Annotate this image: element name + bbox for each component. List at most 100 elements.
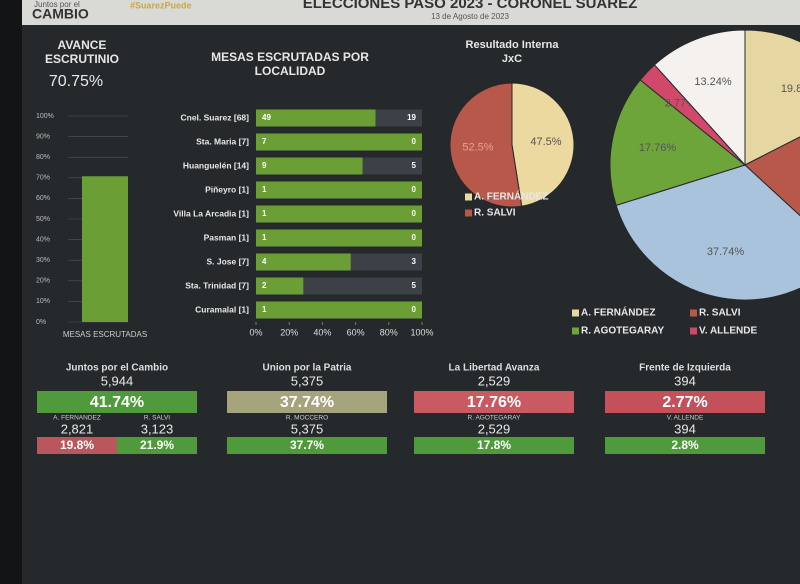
party-votes: 394 [674,373,696,388]
candidate-name: R. MOCCERO [286,415,328,422]
bar-segment [256,157,363,175]
candidate-name: R. SALVI [144,415,170,422]
party-box [605,391,765,413]
bar-segment [256,229,422,247]
x-tick-label: 80% [380,327,398,337]
y-tick-label: 90% [36,133,50,140]
segment-label: 19 [407,113,416,122]
segment-label: 0 [412,209,417,218]
legend-label: R. SALVI [699,308,741,319]
y-tick-label: Sta. Trinidad [7] [185,280,249,290]
party-name: La Libertad Avanza [449,363,540,374]
segment-label: 1 [262,209,267,218]
party-percent: 41.74% [90,394,144,411]
pie-slice [744,29,800,166]
y-tick-label: 0% [36,319,46,326]
slice-label: 47.5% [530,136,561,148]
segment-label: 2 [262,281,267,290]
legend-swatch [572,327,579,335]
y-tick-label: Villa La Arcadia [1] [173,208,249,218]
pie-slice [449,82,523,208]
bar [82,176,128,322]
candidate-votes: 2,529 [478,421,511,436]
candidate-box [605,437,765,454]
bar-segment [375,109,422,127]
legend-label: R. AGOTEGARAY [581,326,664,337]
segment-label: 0 [412,137,417,146]
party-box [227,391,387,413]
party-percent: 37.74% [280,394,334,411]
slice-label: 17.76% [639,142,677,154]
party-votes: 2,529 [478,373,511,388]
y-tick-label: 60% [36,195,50,202]
x-tick-label: 20% [280,327,298,337]
y-tick-label: 50% [36,216,50,223]
x-tick-label: MESAS ESCRUTADAS [63,330,147,339]
segment-label: 3 [412,257,417,266]
segment-label: 7 [262,137,267,146]
party-percent: 2.77% [662,394,707,411]
candidate-percent: 19.8% [60,438,94,452]
header-title: ELECCIONES PASO 2023 - CORONEL SUAREZ [303,0,638,12]
bar-segment [256,277,304,295]
screen-edge [0,0,22,584]
bar-segment [256,253,351,271]
segment-label: 0 [412,185,417,194]
legend-swatch [465,193,472,201]
legend-label: V. ALLENDE [699,326,757,337]
party-box [37,391,197,413]
y-tick-label: 20% [36,278,50,285]
y-tick-label: Curamalal [1] [195,304,249,314]
segment-label: 5 [412,281,417,290]
pie-slice [653,29,746,167]
candidate-box [117,437,197,454]
candidate-percent: 2.8% [671,438,699,452]
y-tick-label: Pasman [1] [204,232,250,242]
legend-label: R. SALVI [474,208,516,219]
internal-title: Resultado Interna JxC [465,39,559,65]
candidate-percent: 21.9% [140,438,174,452]
pie-slice [511,82,575,207]
legend-swatch [690,327,697,335]
candidate-box [414,437,574,454]
slice-label: 13.24% [694,76,732,88]
y-tick-label: Piñeyro [1] [205,184,249,194]
logo: CAMBIO [32,6,89,22]
party-box [414,391,574,413]
y-tick-label: S. Jose [7] [206,256,249,266]
candidate-percent: 17.8% [477,438,511,452]
legend-label: A. FERNÁNDEZ [474,190,548,203]
candidate-votes: 5,375 [291,421,324,436]
hashtag: #SuarezPuede [130,0,192,10]
pie-slice [609,79,747,206]
party-name: Juntos por el Cambio [66,363,168,374]
x-tick-label: 100% [410,327,433,337]
party-votes: 5,375 [291,373,324,388]
segment-label: 0 [412,233,417,242]
candidate-votes: 394 [674,421,696,436]
party-name: Union por la Patria [263,363,352,374]
candidate-box [227,437,387,454]
segment-label: 1 [262,305,267,314]
segment-label: 5 [412,161,417,170]
segment-label: 9 [262,161,267,170]
party-percent: 17.76% [467,394,521,411]
bar-segment [256,301,422,319]
segment-label: 4 [262,257,267,266]
pie-slice [615,164,800,301]
candidate-box [37,437,117,454]
slice-label: 52.5% [462,142,493,154]
bar-segment [256,205,422,223]
value-label: 70.75% [49,73,103,90]
y-tick-label: 70% [36,175,50,182]
y-tick-label: 100% [36,113,54,120]
y-tick-label: Cnel. Suarez [68] [181,112,250,122]
segment-label: 49 [262,113,271,122]
y-tick-label: 40% [36,236,50,243]
progress-title: AVANCE ESCRUTINIO [44,38,119,66]
segment-label: 0 [412,305,417,314]
candidate-name: A. FERNANDEZ [53,415,101,422]
localities-title: MESAS ESCRUTADAS POR LOCALIDAD [211,50,369,78]
